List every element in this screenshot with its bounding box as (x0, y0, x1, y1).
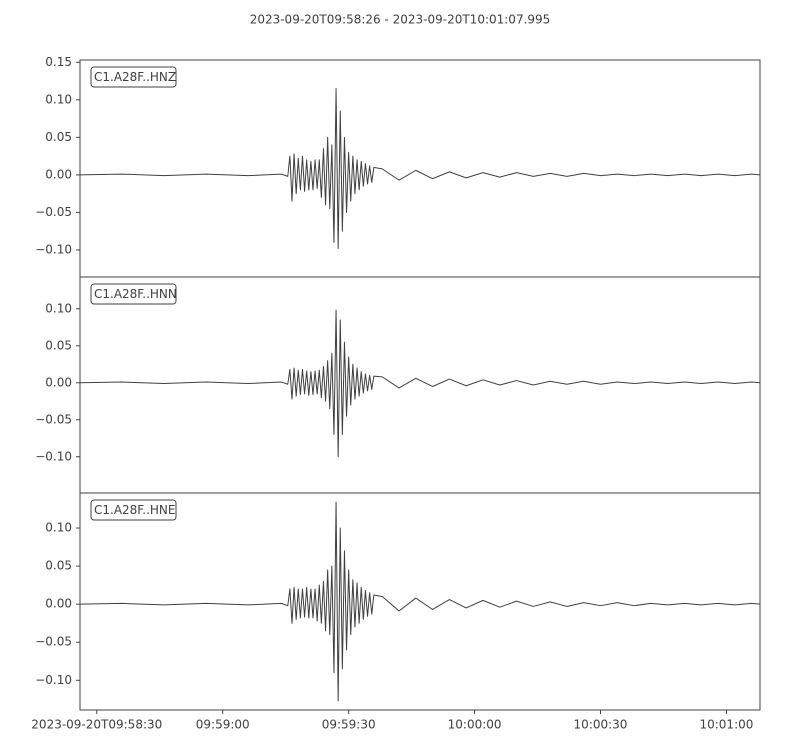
y-tick-label: −0.10 (35, 449, 72, 463)
y-tick-label: −0.10 (35, 242, 72, 256)
x-tick-label: 10:00:00 (448, 718, 502, 732)
x-tick-label: 2023-09-20T09:58:30 (31, 718, 162, 732)
chart-title: 2023-09-20T09:58:26 - 2023-09-20T10:01:0… (250, 13, 551, 27)
waveform (79, 88, 761, 249)
x-tick-label: 10:00:30 (574, 718, 628, 732)
y-tick-label: −0.10 (35, 673, 72, 687)
y-tick-label: −0.05 (35, 635, 72, 649)
trace-label-box (90, 499, 177, 521)
x-tick-label: 09:59:00 (196, 718, 250, 732)
trace-label-box (90, 283, 177, 305)
axes-frame (79, 492, 761, 711)
waveform (79, 309, 761, 458)
trace-label: C1.A28F..HNN (94, 287, 177, 301)
y-tick-label: 0.00 (45, 375, 72, 389)
y-tick-label: 0.05 (45, 130, 72, 144)
waveform (79, 501, 761, 702)
y-tick-label: 0.10 (45, 301, 72, 315)
y-tick-label: 0.00 (45, 597, 72, 611)
axes-frame (79, 276, 761, 494)
trace-label-box (90, 66, 177, 88)
y-tick-label: 0.10 (45, 521, 72, 535)
y-tick-label: −0.05 (35, 205, 72, 219)
y-tick-label: −0.05 (35, 412, 72, 426)
y-tick-label: 0.05 (45, 338, 72, 352)
x-tick-label: 10:01:00 (699, 718, 753, 732)
y-tick-label: 0.00 (45, 167, 72, 181)
trace-label: C1.A28F..HNE (94, 503, 176, 517)
y-tick-label: 0.10 (45, 92, 72, 106)
trace-label: C1.A28F..HNZ (94, 70, 176, 84)
y-tick-label: 0.05 (45, 559, 72, 573)
y-tick-label: 0.15 (45, 55, 72, 69)
x-tick-label: 09:59:30 (322, 718, 376, 732)
axes-frame (79, 59, 761, 278)
